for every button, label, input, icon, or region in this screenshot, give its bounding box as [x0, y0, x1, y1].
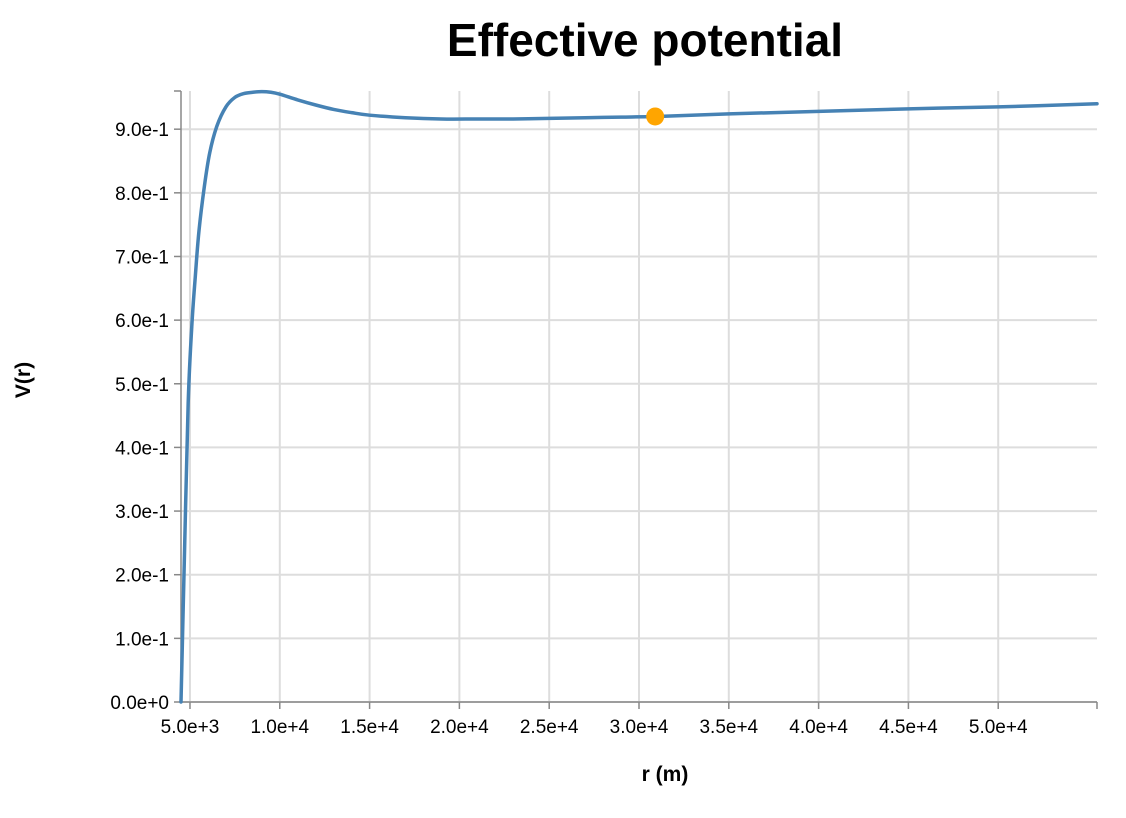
- x-tick-label: 5.0e+4: [969, 717, 1028, 738]
- y-tick-label: 6.0e-1: [115, 311, 169, 332]
- y-tick-label: 5.0e-1: [115, 375, 169, 396]
- x-tick-label: 4.5e+4: [879, 717, 938, 738]
- y-tick-label: 2.0e-1: [115, 566, 169, 587]
- y-axis-title: V(r): [12, 362, 35, 398]
- x-tick-label: 4.0e+4: [789, 717, 848, 738]
- x-tick-label: 1.5e+4: [340, 717, 399, 738]
- x-axis-title: r (m): [642, 763, 689, 786]
- x-tick-label: 5.0e+3: [161, 717, 220, 738]
- x-tick-label: 2.5e+4: [520, 717, 579, 738]
- y-tick-label: 3.0e-1: [115, 502, 169, 523]
- y-tick-label: 1.0e-1: [115, 629, 169, 650]
- marker-layer: [646, 107, 665, 126]
- x-tick-label: 3.5e+4: [699, 717, 758, 738]
- axes: 5.0e+3 1.0e+4 1.5e+4 2.0e+4 2.5e+4 3.0e+4 3.5e…: [110, 90, 1098, 738]
- data-point-marker: [646, 107, 665, 126]
- x-tick-label: 1.0e+4: [250, 717, 309, 738]
- y-tick-label: 8.0e-1: [115, 184, 169, 205]
- grid: [181, 91, 1097, 703]
- y-tick-label: 0.0e+0: [110, 693, 169, 714]
- chart-title: Effective potential: [447, 14, 843, 66]
- x-tick-label: 2.0e+4: [430, 717, 489, 738]
- x-tick-label: 3.0e+4: [610, 717, 669, 738]
- y-tick-label: 4.0e-1: [115, 438, 169, 459]
- y-tick-label: 7.0e-1: [115, 247, 169, 268]
- y-tick-label: 9.0e-1: [115, 120, 169, 141]
